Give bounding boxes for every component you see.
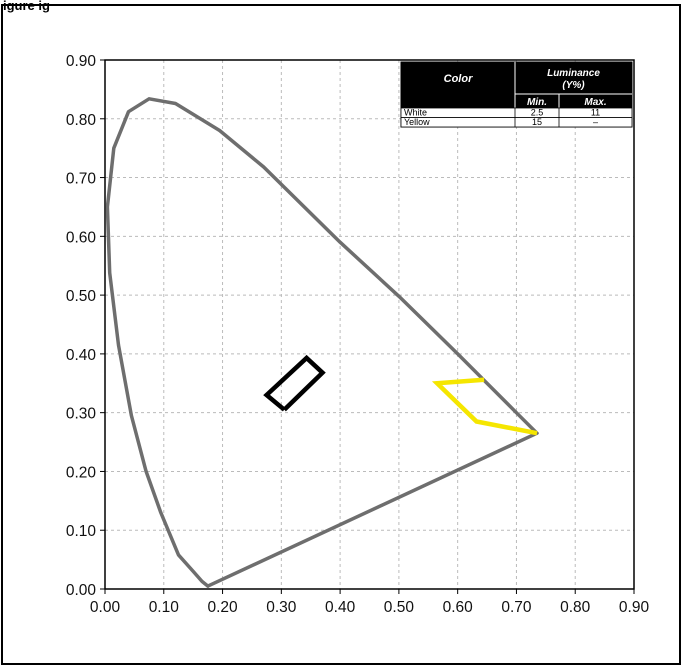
- region-white: [263, 354, 326, 412]
- table-cell-color: Yellow: [404, 117, 430, 127]
- y-tick-label: 0.20: [66, 464, 97, 481]
- table-header-min: Min.: [527, 97, 547, 108]
- chromaticity-chart: 0.00 0.10 0.20 0.30 0.40 0.50 0.60 0.70 0.80 0.90…: [66, 53, 650, 616]
- x-tick-label: 0.50: [384, 599, 415, 616]
- region-yellow: [431, 377, 538, 436]
- table-cell-color: White: [404, 108, 427, 118]
- y-tick-label: 0.50: [66, 288, 97, 305]
- x-tick-label: 0.90: [619, 599, 650, 616]
- table-cell-max: –: [593, 117, 598, 127]
- y-tick-label: 0.40: [66, 347, 97, 364]
- y-tick-label: 0.10: [66, 523, 97, 540]
- y-tick-label: 0.80: [66, 112, 97, 129]
- luminance-table: Color Luminance(Y%) Min. Max. White 2.5 11 Yell…: [400, 61, 633, 128]
- y-tick-label: 0.60: [66, 229, 97, 246]
- x-tick-label: 0.80: [560, 599, 591, 616]
- table-header-bg: [401, 62, 632, 108]
- table-header-luminance-unit: (Y%): [562, 80, 585, 91]
- table-header-color: Color: [444, 73, 473, 85]
- x-tick-label: 0.70: [501, 599, 532, 616]
- table-cell-min: 15: [532, 117, 542, 127]
- table-row: [400, 117, 633, 128]
- x-tick-label: 0.60: [443, 599, 474, 616]
- figure-title: igure ig: [3, 0, 50, 13]
- x-tick-label: 0.10: [149, 599, 180, 616]
- spectral-locus-curve: [105, 97, 539, 588]
- plot-area-border: [104, 59, 635, 590]
- table-header-luminance: Luminance: [547, 68, 600, 79]
- y-tick-label: 0.70: [66, 171, 97, 188]
- table-header-max: Max.: [584, 97, 606, 108]
- y-tick-label: 0.30: [66, 406, 97, 423]
- x-tick-label: 0.30: [266, 599, 297, 616]
- y-tick-label: 0.00: [66, 582, 97, 599]
- x-tick-label: 0.00: [90, 599, 121, 616]
- table-cell-min: 2.5: [531, 108, 544, 118]
- x-tick-label: 0.40: [325, 599, 356, 616]
- table-cell-max: 11: [591, 108, 600, 118]
- y-tick-label: 0.90: [66, 53, 97, 70]
- x-tick-label: 0.20: [207, 599, 238, 616]
